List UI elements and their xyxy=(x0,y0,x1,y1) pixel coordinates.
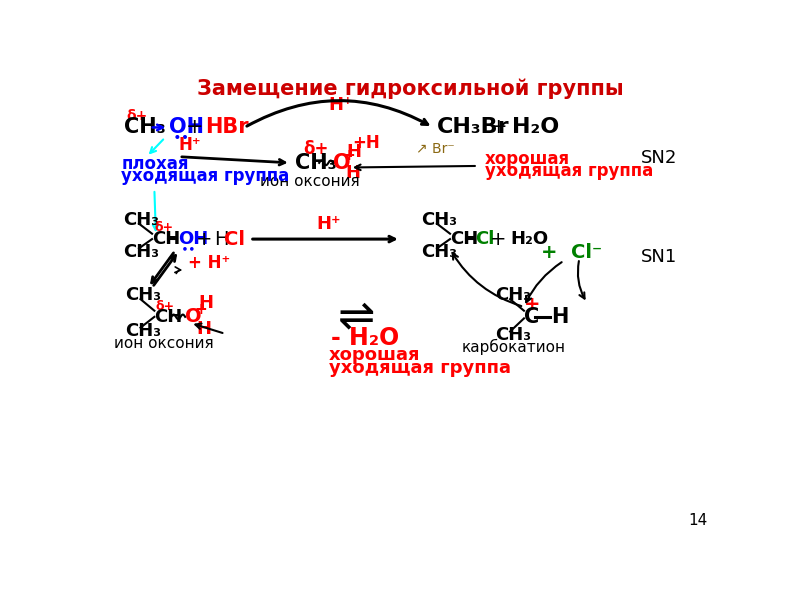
Text: + H⁺: + H⁺ xyxy=(188,254,230,272)
Text: +: + xyxy=(490,230,507,248)
Text: δ+: δ+ xyxy=(304,140,329,158)
Text: Замещение гидроксильной группы: Замещение гидроксильной группы xyxy=(197,79,623,99)
Text: CH₃: CH₃ xyxy=(422,211,458,229)
Text: CH₃: CH₃ xyxy=(125,286,161,304)
Text: плохая: плохая xyxy=(122,155,189,173)
Text: CH₃: CH₃ xyxy=(123,243,159,261)
Text: ион оксония: ион оксония xyxy=(260,174,360,189)
Text: уходящая группа: уходящая группа xyxy=(122,167,290,185)
Text: H₂O: H₂O xyxy=(513,118,560,137)
Text: H: H xyxy=(198,294,214,312)
Text: C: C xyxy=(524,307,539,327)
Text: хорошая: хорошая xyxy=(485,150,570,168)
Text: +  Cl⁻: + Cl⁻ xyxy=(541,242,602,262)
Text: O: O xyxy=(185,307,202,326)
Text: +: + xyxy=(490,118,507,137)
Text: OH: OH xyxy=(169,118,204,137)
Text: ⇌: ⇌ xyxy=(338,295,374,338)
Text: CH₃: CH₃ xyxy=(422,243,458,261)
Text: уходящая группа: уходящая группа xyxy=(485,161,653,179)
Text: H: H xyxy=(346,164,360,182)
Text: O: O xyxy=(333,153,350,173)
Text: CH₃: CH₃ xyxy=(125,322,161,340)
Text: CH₃: CH₃ xyxy=(123,211,159,229)
Text: - H₂O: - H₂O xyxy=(331,326,400,350)
Text: H: H xyxy=(551,307,568,327)
Text: Cl: Cl xyxy=(224,230,245,248)
Text: CH: CH xyxy=(154,308,182,326)
Text: +: + xyxy=(342,148,355,163)
Text: CH: CH xyxy=(450,230,478,248)
Text: карбокатион: карбокатион xyxy=(462,339,566,355)
Text: OH: OH xyxy=(178,230,209,248)
Text: CH₃: CH₃ xyxy=(123,118,166,137)
Text: H⁺: H⁺ xyxy=(328,96,353,114)
Text: +: + xyxy=(186,118,203,137)
Text: CH: CH xyxy=(152,230,180,248)
Text: хорошая: хорошая xyxy=(329,346,421,364)
Text: CH₃: CH₃ xyxy=(494,326,530,344)
Text: +: + xyxy=(195,230,212,248)
Text: H: H xyxy=(196,320,211,338)
Text: SN1: SN1 xyxy=(641,248,678,266)
Text: +: + xyxy=(524,295,541,314)
Text: δ+: δ+ xyxy=(156,299,175,313)
Text: ∙∙: ∙∙ xyxy=(173,130,190,145)
Text: ион оксония: ион оксония xyxy=(114,335,214,350)
Text: +H: +H xyxy=(352,134,380,152)
Text: уходящая группа: уходящая группа xyxy=(329,359,511,377)
Text: 14: 14 xyxy=(689,512,708,527)
Text: δ+: δ+ xyxy=(154,221,174,234)
Text: H⁺: H⁺ xyxy=(317,215,342,233)
Text: CH₃: CH₃ xyxy=(494,286,530,304)
Text: +: + xyxy=(194,302,207,317)
Text: H: H xyxy=(214,230,228,248)
Text: SN2: SN2 xyxy=(641,149,678,167)
Text: Cl: Cl xyxy=(475,230,495,248)
Text: H: H xyxy=(347,143,362,161)
Text: HBr: HBr xyxy=(205,118,249,137)
Text: H₂O: H₂O xyxy=(510,230,548,248)
Text: CH₃: CH₃ xyxy=(294,153,336,173)
Text: H⁺: H⁺ xyxy=(179,136,202,154)
Text: ↗ Br⁻: ↗ Br⁻ xyxy=(416,142,455,156)
Text: ∙∙: ∙∙ xyxy=(182,242,197,255)
Text: CH₃Br: CH₃Br xyxy=(437,118,510,137)
Text: δ+: δ+ xyxy=(126,109,148,123)
